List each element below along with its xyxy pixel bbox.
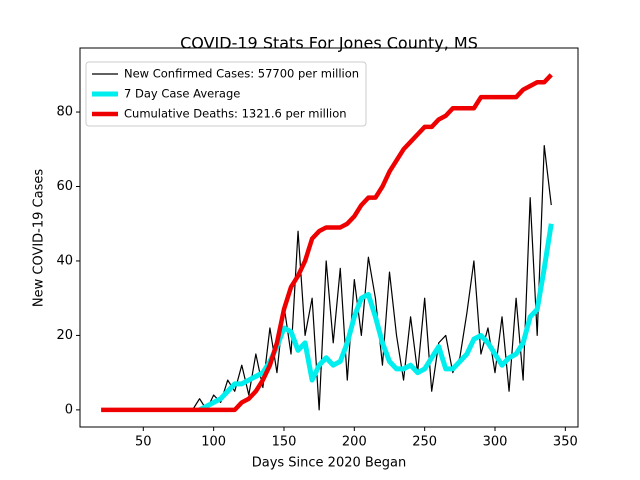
x-tick-label: 150 xyxy=(272,435,297,450)
plot-frame xyxy=(79,47,579,428)
y-tick-label: 60 xyxy=(56,179,73,194)
legend-label: Cumulative Deaths: 1321.6 per million xyxy=(124,107,347,121)
series-line xyxy=(198,223,554,413)
chart-title: COVID-19 Stats For Jones County, MS xyxy=(180,34,478,53)
x-axis-label: Days Since 2020 Began xyxy=(252,456,407,471)
x-tick-label: 200 xyxy=(342,435,367,450)
y-tick-label: 40 xyxy=(56,253,73,268)
legend-box xyxy=(85,61,367,127)
x-tick-label: 50 xyxy=(135,435,152,450)
y-tick-label: 0 xyxy=(65,402,73,417)
y-axis-label: New COVID-19 Cases xyxy=(32,169,47,307)
series-line xyxy=(101,73,553,413)
y-tick-label: 80 xyxy=(56,105,73,120)
y-tick-label: 20 xyxy=(56,328,73,343)
x-tick-label: 350 xyxy=(553,435,578,450)
legend-label: New Confirmed Cases: 57700 per million xyxy=(124,67,359,81)
series-line xyxy=(185,144,552,411)
x-tick-label: 300 xyxy=(483,435,508,450)
x-tick-label: 250 xyxy=(412,435,437,450)
legend-label: 7 Day Case Average xyxy=(124,87,240,101)
x-tick-label: 100 xyxy=(201,435,226,450)
